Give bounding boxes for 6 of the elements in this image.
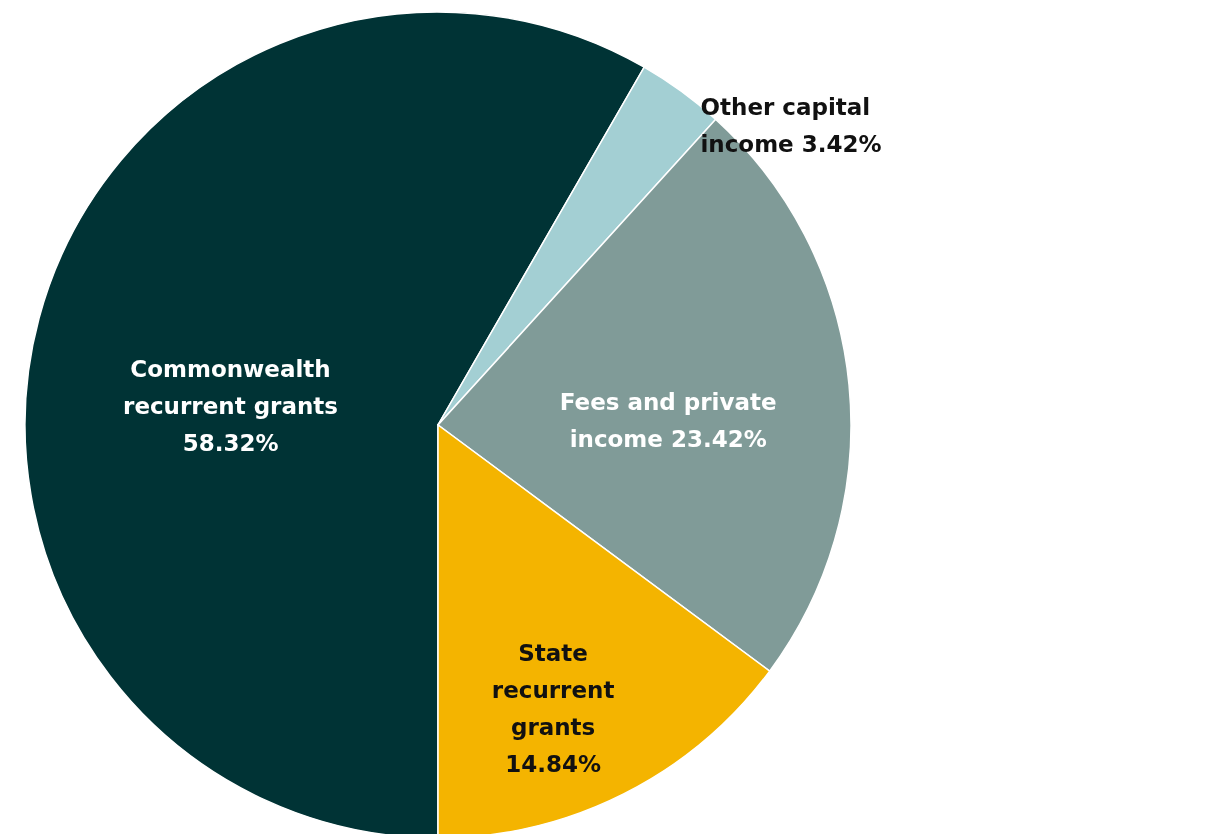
- slice-label: State recurrent grants: [491, 639, 615, 740]
- slice-label: Commonwealth recurrent grants: [123, 355, 339, 419]
- slice-label: Other capital income 3.42%: [700, 94, 882, 158]
- data-label: 14.84%: [505, 750, 601, 777]
- slice-label: Fees and private income 23.42%: [559, 388, 777, 452]
- data-label: 58.32%: [182, 429, 279, 456]
